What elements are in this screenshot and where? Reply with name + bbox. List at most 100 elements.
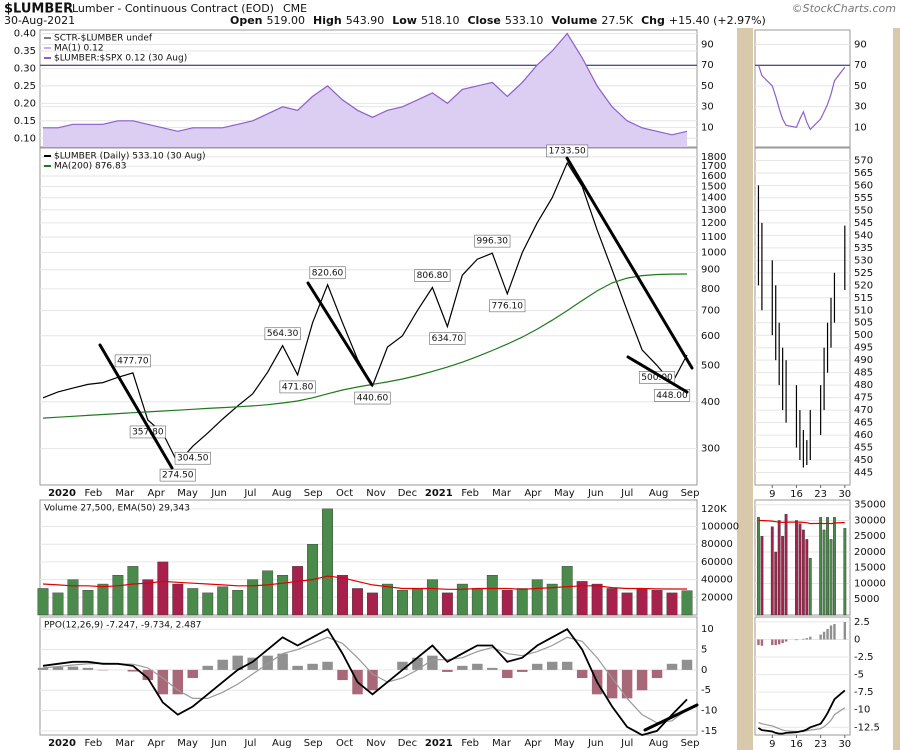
y-tick-label: 5000 [854, 594, 879, 605]
credit: ©StockCharts.com [792, 2, 896, 15]
volume-bar [808, 558, 812, 616]
volume-bar [262, 570, 274, 616]
volume-bar [777, 520, 781, 616]
y-tick-label: 300 [701, 444, 720, 455]
annotation-label: 471.80 [282, 382, 314, 392]
y-tick-label: 1700 [701, 161, 726, 172]
annotation-box [279, 380, 316, 394]
panel [754, 29, 851, 148]
volume-bar [819, 517, 823, 616]
volume-bar [486, 574, 498, 616]
volume-bar [232, 590, 244, 616]
y-tick-label: 30 [701, 102, 714, 113]
y-tick-label: 535 [854, 243, 873, 254]
annotation-box [264, 327, 301, 341]
x-tick-label: Aug [272, 738, 292, 749]
y-tick-label: 1500 [701, 182, 726, 193]
area-fill [43, 33, 687, 147]
y-tick-label: 475 [854, 393, 873, 404]
y-tick-label: 10 [701, 624, 714, 635]
y-tick-label: 80000 [701, 539, 733, 550]
y-tick-label: 50 [701, 81, 714, 92]
y-tick-label: -15 [701, 726, 717, 737]
quote-label: Close [467, 14, 500, 27]
x-tick-label: 16 [790, 739, 803, 750]
histogram-bar [322, 661, 333, 670]
trend-line [565, 156, 694, 370]
annotation-box [354, 391, 391, 405]
histogram-bar [172, 669, 184, 695]
volume-bar [471, 588, 483, 616]
histogram-bar [187, 669, 199, 679]
x-tick-label: 23 [814, 489, 827, 500]
histogram-bar [157, 669, 169, 695]
y-tick-label: 90 [854, 39, 867, 50]
volume-bar [770, 526, 774, 616]
y-tick-label: 400 [701, 397, 720, 408]
y-tick-label: 1400 [701, 193, 726, 204]
volume-bar [337, 574, 348, 616]
volume-bar [157, 561, 169, 616]
x-tick-label: Mar [115, 738, 135, 749]
quote-value: +15.40 (+2.97%) [669, 14, 766, 27]
annotation-label: 996.30 [477, 237, 509, 247]
y-tick-label: 700 [701, 306, 720, 317]
x-tick-label: Jul [243, 738, 256, 749]
y-tick-label: 565 [854, 168, 873, 179]
y-tick-label: 490 [854, 355, 873, 366]
trend-line [643, 703, 699, 732]
date: 30-Aug-2021 [4, 14, 75, 27]
instrument-name: Lumber - Continuous Contract (EOD) [72, 2, 274, 15]
legend-text: MA(1) 0.12 [54, 44, 104, 54]
y-tick-label: 100000 [701, 522, 739, 533]
x-tick-label: 2021 [425, 738, 453, 749]
x-tick-label: Jul [620, 488, 633, 499]
histogram-bar [247, 657, 258, 670]
y-tick-label: 70 [854, 60, 867, 71]
legend-text: $LUMBER (Daily) 533.10 (30 Aug) [54, 152, 206, 162]
histogram-bar [774, 639, 777, 646]
x-tick-label: Sep [304, 488, 323, 499]
divider [737, 28, 753, 750]
volume-bar [501, 590, 513, 616]
y-tick-label: 520 [854, 280, 873, 291]
annotation-label: 634.70 [432, 334, 464, 344]
histogram-bar [805, 638, 809, 640]
volume-bar [757, 517, 760, 616]
histogram-bar [307, 663, 318, 670]
x-tick-label: Dec [398, 488, 417, 499]
y-tick-label: 525 [854, 268, 873, 279]
annotation-box [489, 299, 526, 313]
histogram-bar [777, 639, 781, 645]
volume-bar [456, 583, 468, 616]
x-tick-label: Feb [85, 488, 103, 499]
histogram-bar [576, 669, 588, 679]
quote-label: High [313, 14, 342, 27]
x-tick-label: Jun [587, 488, 604, 499]
x-tick-label: Feb [461, 738, 479, 749]
x-tick-label: 23 [814, 739, 827, 750]
quote-label: Low [392, 14, 417, 27]
y-tick-label: 10 [854, 122, 867, 133]
y-tick-label: -10 [854, 705, 870, 716]
y-tick-label: 480 [854, 380, 873, 391]
series-line [758, 689, 846, 735]
x-tick-label: Sep [681, 488, 700, 499]
volume-bar [822, 529, 826, 616]
volume-bar [82, 590, 94, 616]
histogram-bar [442, 669, 453, 672]
volume-bar [781, 536, 785, 616]
y-tick-label: 800 [701, 284, 720, 295]
y-tick-label: -12.5 [854, 722, 880, 733]
x-tick-label: Jun [210, 738, 227, 749]
y-tick-label: 120K [701, 504, 727, 515]
histogram-bar [487, 667, 498, 670]
x-tick-label: Nov [366, 738, 386, 749]
x-tick-label: Jun [587, 738, 604, 749]
histogram-bar [397, 661, 408, 670]
x-tick-label: Oct [336, 488, 353, 499]
panel-title: Volume 27,500, EMA(50) 29,343 [44, 504, 190, 514]
x-tick-label: Mar [115, 488, 135, 499]
series-line [43, 32, 688, 136]
panel-title: PPO(12,26,9) -7.247, -9.734, 2.487 [44, 621, 201, 631]
